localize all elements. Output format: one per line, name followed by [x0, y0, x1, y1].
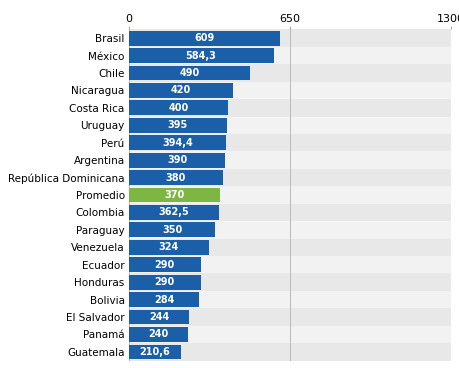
Text: 210,6: 210,6: [139, 347, 170, 357]
Bar: [129, 83, 232, 98]
Bar: [129, 238, 450, 256]
Bar: [129, 48, 273, 63]
Bar: [129, 29, 450, 47]
Bar: [129, 204, 450, 221]
Text: 490: 490: [179, 68, 199, 78]
Text: 284: 284: [153, 295, 174, 305]
Bar: [129, 100, 227, 115]
Text: 350: 350: [162, 225, 182, 235]
Text: 395: 395: [167, 120, 187, 130]
Bar: [129, 31, 279, 46]
Bar: [129, 64, 450, 82]
Bar: [129, 186, 450, 204]
Bar: [129, 82, 450, 99]
Text: 240: 240: [148, 329, 168, 340]
Text: 400: 400: [168, 103, 188, 113]
Text: 290: 290: [154, 277, 174, 287]
Bar: [129, 118, 226, 133]
Text: 420: 420: [170, 85, 190, 95]
Text: 362,5: 362,5: [158, 208, 189, 217]
Bar: [129, 240, 208, 255]
Bar: [129, 273, 450, 291]
Bar: [129, 66, 250, 81]
Text: 290: 290: [154, 260, 174, 270]
Text: 380: 380: [165, 173, 185, 183]
Text: 390: 390: [167, 155, 187, 165]
Bar: [129, 47, 450, 64]
Text: 370: 370: [164, 190, 185, 200]
Bar: [129, 275, 200, 290]
Bar: [129, 257, 200, 272]
Bar: [129, 134, 450, 152]
Bar: [129, 308, 450, 326]
Text: 324: 324: [158, 243, 179, 252]
Bar: [129, 152, 450, 169]
Bar: [129, 153, 225, 167]
Bar: [129, 291, 450, 308]
Text: 394,4: 394,4: [162, 138, 193, 148]
Bar: [129, 221, 450, 238]
Bar: [129, 344, 180, 359]
Bar: [129, 326, 450, 343]
Bar: [129, 170, 223, 185]
Bar: [129, 256, 450, 273]
Bar: [129, 135, 226, 150]
Bar: [129, 169, 450, 186]
Bar: [129, 188, 220, 202]
Bar: [129, 292, 199, 307]
Bar: [129, 327, 188, 342]
Bar: [129, 99, 450, 117]
Bar: [129, 223, 215, 237]
Bar: [129, 117, 450, 134]
Text: 609: 609: [194, 33, 214, 43]
Text: 584,3: 584,3: [185, 50, 216, 61]
Bar: [129, 205, 218, 220]
Bar: [129, 309, 189, 325]
Text: 244: 244: [149, 312, 169, 322]
Bar: [129, 343, 450, 361]
